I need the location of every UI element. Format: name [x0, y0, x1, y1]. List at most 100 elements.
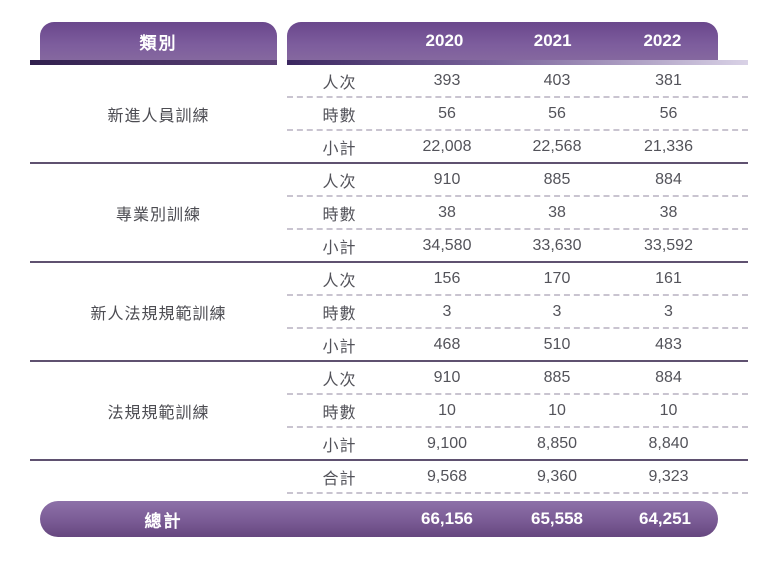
table-row: 小計 9,100 8,850 8,840: [287, 428, 748, 459]
value-2021: 9,360: [536, 467, 578, 485]
value-2021: 510: [543, 335, 571, 353]
table-group-professional-training: 專業別訓練 人次 910 885 884 時數 38 38 38 小計 34,5…: [30, 164, 748, 261]
dashed-divider: [287, 492, 748, 494]
group-divider: [30, 162, 748, 164]
value-2022: 381: [655, 71, 682, 89]
row-label: 時數: [322, 206, 357, 224]
category-name: 法規規範訓練: [107, 404, 210, 422]
value-2021: 885: [543, 368, 571, 386]
grand-total-2020: 66,156: [421, 509, 473, 528]
value-2021: 3: [552, 302, 562, 320]
total-row: 合計 9,568 9,360 9,323: [30, 461, 748, 492]
value-2022: 161: [655, 269, 682, 287]
row-label: 人次: [322, 173, 357, 191]
grand-total-bar: 總計 66,156 65,558 64,251: [40, 501, 718, 537]
dashed-divider: [287, 327, 748, 329]
value-2020: 156: [433, 269, 461, 287]
value-2022: 10: [659, 401, 678, 419]
row-label: 小計: [322, 239, 357, 257]
training-stats-table: 類別 2020 2021 2022 新進人員訓練 人次 393 403 381 …: [30, 22, 748, 537]
grand-total-2022: 64,251: [639, 509, 691, 528]
total-row-label: 合計: [322, 470, 357, 488]
grand-total-2021: 65,558: [531, 509, 583, 528]
table-row: 時數 56 56 56: [287, 98, 748, 129]
dashed-divider: [287, 96, 748, 98]
value-2020: 9,568: [426, 467, 468, 485]
value-2021: 170: [543, 269, 571, 287]
table-row: 時數 3 3 3: [287, 296, 748, 327]
dashed-divider: [287, 195, 748, 197]
row-label: 時數: [322, 404, 357, 422]
table-group-regulation-training: 法規規範訓練 人次 910 885 884 時數 10 10 10 小計 9,1…: [30, 362, 748, 459]
row-label: 小計: [322, 437, 357, 455]
value-2020: 910: [433, 170, 461, 188]
value-2021: 22,568: [532, 137, 582, 155]
value-2022: 21,336: [644, 137, 693, 155]
value-2020: 10: [438, 401, 456, 419]
value-2022: 483: [655, 335, 682, 353]
category-header-cell: 類別: [40, 22, 277, 60]
group-divider: [30, 459, 748, 461]
group-divider: [30, 360, 748, 362]
value-2021: 8,850: [536, 434, 578, 452]
value-2021: 56: [548, 104, 566, 122]
dashed-divider: [287, 129, 748, 131]
value-2021: 33,630: [532, 236, 582, 254]
year-header-2022: 2022: [643, 31, 682, 50]
year-header-2020: 2020: [425, 31, 464, 50]
value-2020: 9,100: [426, 434, 468, 452]
table-row: 人次 156 170 161: [287, 263, 748, 294]
dashed-divider: [287, 294, 748, 296]
value-2022: 8,840: [648, 434, 689, 452]
value-2022: 38: [659, 203, 678, 221]
value-2020: 3: [442, 302, 452, 320]
header-shadow-left: [30, 60, 277, 65]
value-2021: 885: [543, 170, 571, 188]
category-empty-cell: [30, 461, 287, 492]
category-name: 新人法規規範訓練: [90, 305, 227, 323]
table-header: 類別 2020 2021 2022: [30, 22, 748, 60]
value-2020: 468: [433, 335, 461, 353]
row-label: 時數: [322, 107, 357, 125]
table-row: 小計 468 510 483: [287, 329, 748, 360]
dashed-divider: [287, 393, 748, 395]
table-group-new-employee-training: 新進人員訓練 人次 393 403 381 時數 56 56 56 小計 22,…: [30, 65, 748, 162]
dashed-divider: [287, 228, 748, 230]
value-2022: 9,323: [648, 467, 689, 485]
value-2021: 403: [543, 71, 571, 89]
table-row: 時數 38 38 38: [287, 197, 748, 228]
grand-total-label: 總計: [144, 511, 183, 531]
table-row: 人次 910 885 884: [287, 164, 748, 195]
value-2022: 56: [659, 104, 678, 122]
table-group-newcomer-regulation-training: 新人法規規範訓練 人次 156 170 161 時數 3 3 3 小計 468 …: [30, 263, 748, 360]
header-gap: [277, 22, 287, 60]
value-2020: 910: [433, 368, 461, 386]
group-divider: [30, 261, 748, 263]
value-2020: 393: [433, 71, 461, 89]
year-header-2021: 2021: [533, 31, 572, 50]
row-label: 小計: [322, 140, 357, 158]
value-2020: 22,008: [422, 137, 472, 155]
category-name: 專業別訓練: [115, 206, 201, 224]
value-2022: 884: [655, 368, 682, 386]
table-row: 時數 10 10 10: [287, 395, 748, 426]
row-label: 時數: [322, 305, 357, 323]
table-row: 人次 393 403 381: [287, 65, 748, 96]
table-row: 人次 910 885 884: [287, 362, 748, 393]
table-row: 小計 22,008 22,568 21,336: [287, 131, 748, 162]
value-2022: 33,592: [644, 236, 693, 254]
header-shadow-bar: [30, 60, 748, 65]
value-2020: 34,580: [422, 236, 472, 254]
table-row: 小計 34,580 33,630 33,592: [287, 230, 748, 261]
value-2022: 3: [664, 302, 673, 320]
row-label: 小計: [322, 338, 357, 356]
value-2020: 56: [438, 104, 456, 122]
dashed-divider: [287, 426, 748, 428]
table-row: 合計 9,568 9,360 9,323: [287, 461, 748, 492]
value-2020: 38: [438, 203, 456, 221]
row-label: 人次: [322, 272, 357, 290]
years-header-bar: 2020 2021 2022: [287, 22, 718, 60]
value-2022: 884: [655, 170, 682, 188]
row-label: 人次: [322, 371, 357, 389]
header-shadow-right: [287, 60, 748, 65]
